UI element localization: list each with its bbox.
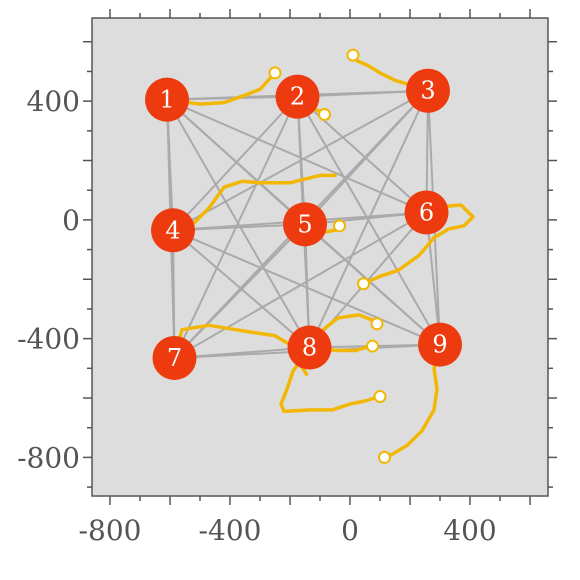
node-label-4: 4	[165, 216, 180, 244]
node-2: 2	[275, 74, 320, 119]
trajectory-end-marker-1	[268, 66, 282, 80]
node-7: 7	[152, 335, 197, 380]
y-tick-label: 400	[27, 85, 80, 118]
trajectory-end-marker-5	[333, 219, 346, 233]
edge-3-8	[308, 90, 429, 348]
node-6: 6	[404, 190, 449, 235]
node-label-9: 9	[432, 331, 447, 359]
node-circle-6	[404, 190, 449, 235]
node-3: 3	[406, 68, 450, 113]
trajectory-end-marker-3	[346, 48, 360, 62]
node-circle-2	[275, 74, 320, 119]
edge-6-9	[425, 212, 441, 345]
edge-6-7	[174, 211, 427, 359]
axes-layer: -800 -400 0 400 400 0 -400 -800	[17, 9, 557, 547]
node-circle-5	[283, 202, 327, 247]
y-tick-label: -800	[17, 441, 80, 474]
node-label-5: 5	[297, 210, 312, 238]
node-9: 9	[418, 322, 462, 367]
trajectory-8	[279, 345, 382, 414]
trajectory-end-marker-2	[318, 107, 331, 121]
node-circle-1	[145, 77, 189, 122]
trajectory-end-marker-6	[357, 277, 370, 291]
node-4: 4	[151, 208, 195, 253]
trajectory-end-marker-9	[366, 339, 379, 353]
node-circle-4	[151, 208, 195, 253]
edge-5-7	[173, 223, 306, 359]
y-tick-label: -400	[17, 323, 80, 356]
node-8: 8	[287, 325, 332, 370]
trajectory-end-marker-11	[378, 450, 391, 464]
node-label-6: 6	[419, 198, 434, 226]
trajectory-1	[165, 71, 277, 106]
trajectory-6	[361, 203, 475, 286]
y-tick-label: 0	[62, 204, 80, 237]
node-5: 5	[283, 202, 327, 247]
node-label-7: 7	[167, 344, 182, 372]
node-label-2: 2	[290, 83, 305, 111]
node-circle-3	[406, 68, 450, 113]
node-circle-8	[287, 325, 332, 370]
node-circle-9	[418, 322, 462, 367]
node-1: 1	[145, 77, 189, 122]
node-label-3: 3	[420, 77, 435, 105]
x-tick-label: -400	[199, 514, 262, 547]
trajectory-end-marker-10	[370, 317, 384, 331]
nodes-layer: 1 2 3 4 5 6 7 8 9	[145, 68, 462, 380]
edge-1-6	[166, 98, 427, 214]
x-tick-label: 0	[341, 514, 359, 547]
node-label-1: 1	[159, 86, 174, 114]
node-circle-7	[152, 335, 197, 380]
x-tick-label: -800	[79, 514, 142, 547]
edge-5-9	[304, 223, 441, 346]
trajectory-end-marker-8	[373, 390, 387, 404]
edge-2-4	[172, 95, 299, 231]
edge-3-4	[172, 89, 429, 232]
node-label-8: 8	[302, 334, 317, 362]
trajectory-4	[171, 173, 337, 233]
trajectory-11	[382, 342, 442, 460]
x-tick-label: 400	[443, 514, 496, 547]
